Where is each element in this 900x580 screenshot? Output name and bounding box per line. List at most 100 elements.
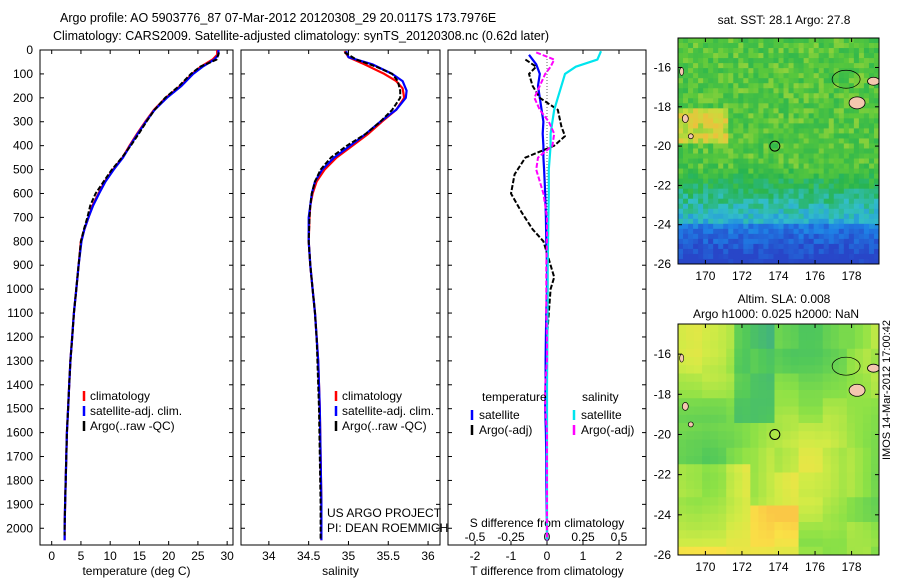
heatmap-cell [838,423,848,432]
heatmap-cell [694,423,703,432]
diff-legend-label: Argo(-adj) [581,423,634,437]
heatmap-cell [726,497,735,506]
heatmap-cell [793,153,800,159]
heatmap-cell [688,248,694,255]
sst-lon-tick-label: 172 [732,269,752,283]
heatmap-cell [758,439,767,449]
heatmap-cell [823,118,830,124]
argo-position-marker [769,140,781,152]
heatmap-cell [862,497,872,506]
heatmap-cell [814,390,824,399]
heatmap-cell [766,505,775,515]
heatmap-cell [703,133,709,139]
heatmap-cell [818,143,825,149]
heatmap-cell [708,178,714,185]
heatmap-cell [708,163,714,169]
heatmap-cell [806,472,816,482]
heatmap-cell [718,456,727,465]
heatmap-cell [748,163,754,169]
heatmap-cell [806,348,816,358]
heatmap-cell [868,158,875,164]
heatmap-cell [683,123,689,129]
heatmap-cell [743,193,749,200]
heatmap-cell [713,188,719,195]
heatmap-cell [873,163,879,169]
heatmap-cell [693,53,699,59]
heatmap-cell [758,103,764,109]
heatmap-cell [838,414,848,424]
heatmap-cell [748,138,754,144]
heatmap-cell [833,233,840,240]
heatmap-cell [748,78,754,84]
heatmap-cell [798,357,808,366]
heatmap-cell [743,233,749,240]
heatmap-cell [686,348,695,358]
heatmap-cell [688,73,694,79]
heatmap-cell [798,398,808,407]
heatmap-cell [833,213,840,220]
heatmap-cell [728,178,734,185]
heatmap-cell [843,193,850,200]
heatmap-cell [733,143,739,149]
heatmap-cell [828,133,835,139]
heatmap-cell [868,148,875,154]
heatmap-cell [718,497,727,506]
heatmap-cell [793,228,800,235]
heatmap-cell [828,223,835,230]
depth-tick-label: 1900 [6,497,33,511]
heatmap-cell [774,480,783,490]
heatmap-cell [708,203,714,210]
heatmap-cell [838,103,845,109]
heatmap-cell [742,497,751,506]
heatmap-cell [822,423,832,432]
heatmap-cell [718,173,724,180]
heatmap-cell [828,148,835,154]
heatmap-cell [838,218,845,225]
heatmap-cell [790,406,799,416]
heatmap-cell [848,238,855,245]
heatmap-cell [694,332,703,341]
heatmap-cell [683,208,689,215]
heatmap-cell [694,472,703,482]
heatmap-cell [858,238,865,245]
heatmap-cell [818,113,825,119]
heatmap-cell [814,447,824,457]
heatmap-cell [803,143,810,149]
heatmap-cell [710,464,719,473]
heatmap-cell [738,183,744,190]
heatmap-cell [748,133,754,139]
heatmap-cell [846,423,856,432]
heatmap-cell [853,43,860,49]
heatmap-cell [683,203,689,210]
heatmap-cell [823,173,830,180]
series-temperature-satellite [528,54,549,541]
heatmap-cell [843,243,850,250]
heatmap-cell [688,68,694,74]
heatmap-cell [698,68,704,74]
differences-xaxis-label: T difference from climatology [470,564,624,578]
heatmap-cell [798,168,805,174]
heatmap-cell [733,138,739,144]
heatmap-cell [778,163,784,169]
heatmap-cell [843,73,850,79]
heatmap-cell [703,118,709,124]
heatmap-cell [798,505,808,515]
heatmap-cell [806,340,816,350]
heatmap-cell [846,497,856,506]
heatmap-cell [790,447,799,457]
heatmap-cell [768,148,774,154]
heatmap-cell [863,168,870,174]
heatmap-cell [758,324,767,333]
heatmap-cell [858,48,865,54]
heatmap-cell [838,248,845,255]
heatmap-cell [858,108,865,114]
heatmap-cell [703,63,709,69]
heatmap-cell [808,128,815,134]
heatmap-cell [678,233,684,240]
heatmap-cell [728,238,734,245]
heatmap-cell [718,188,724,195]
heatmap-cell [678,381,687,391]
heatmap-cell [778,88,784,94]
heatmap-cell [790,489,799,498]
heatmap-cell [863,153,870,159]
